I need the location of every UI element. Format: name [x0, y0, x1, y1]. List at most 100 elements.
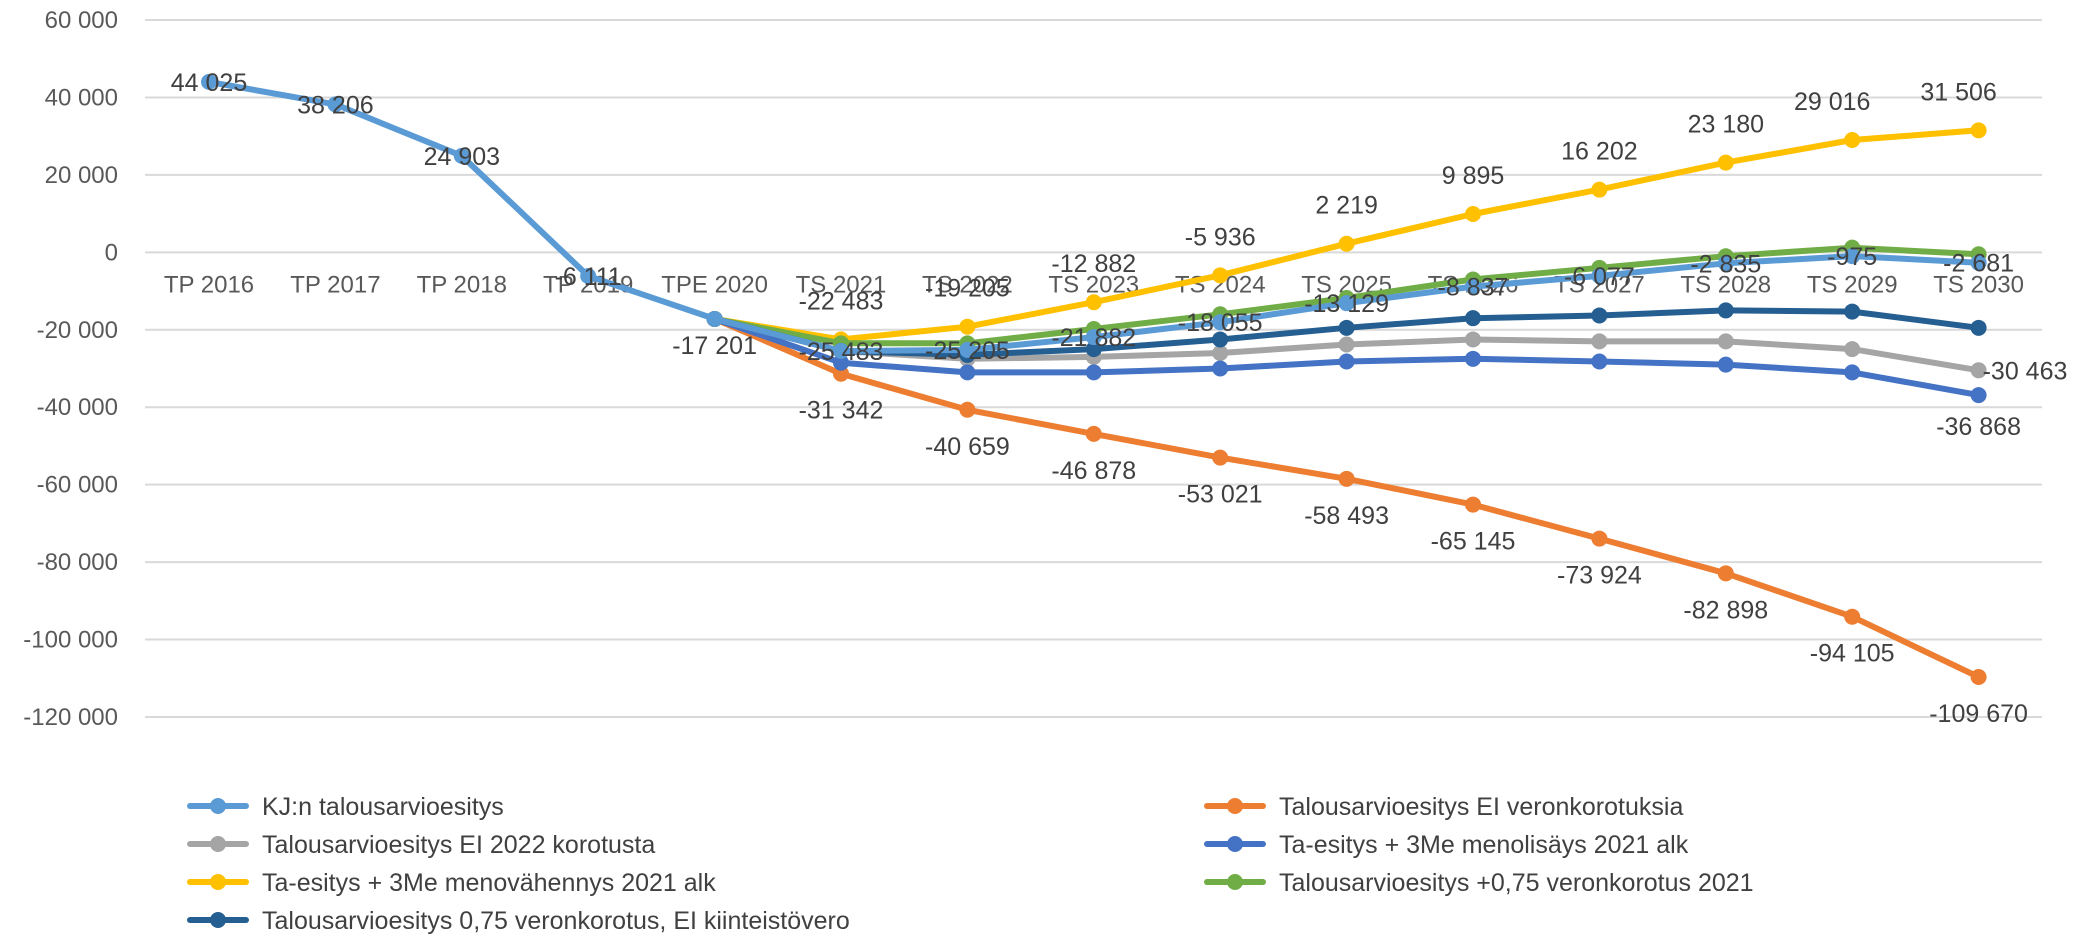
- data-point: [1212, 360, 1229, 377]
- data-point: [959, 318, 976, 335]
- data-label: -73 924: [1557, 562, 1642, 590]
- data-point: [1212, 449, 1229, 466]
- data-label: -22 483: [799, 287, 884, 315]
- data-point: [1465, 331, 1481, 348]
- data-point: [1717, 154, 1734, 171]
- data-point: [1591, 267, 1608, 284]
- data-label: 23 180: [1688, 111, 1764, 139]
- data-point: [1338, 295, 1355, 312]
- x-tick-label: TP 2017: [290, 271, 380, 298]
- data-label: -18 055: [1178, 309, 1263, 337]
- x-tick-label: TP 2018: [417, 271, 507, 298]
- data-label: -5 936: [1185, 223, 1256, 251]
- data-point: [1338, 470, 1355, 487]
- x-tick-label: TP 2016: [164, 271, 254, 298]
- data-label: -17 201: [672, 332, 757, 360]
- data-point: [1970, 668, 1987, 685]
- data-point: [201, 73, 217, 90]
- data-point: [1591, 353, 1608, 370]
- data-label: -46 878: [1051, 457, 1136, 485]
- data-point: [706, 310, 723, 327]
- data-point: [1970, 122, 1987, 139]
- data-point: [959, 341, 976, 358]
- y-tick-label: 40 000: [45, 84, 118, 111]
- data-point: [453, 147, 470, 164]
- data-point: [1591, 333, 1608, 350]
- data-point: [1338, 353, 1355, 370]
- data-label: -12 882: [1051, 250, 1136, 278]
- data-label: 24 903: [424, 143, 500, 171]
- data-point: [1844, 341, 1861, 358]
- data-point: [1970, 387, 1987, 404]
- data-point: [833, 343, 849, 360]
- data-label: -109 670: [1929, 700, 2028, 728]
- x-tick-label: TPE 2020: [661, 271, 768, 298]
- data-point: [1085, 294, 1102, 311]
- data-label: -82 898: [1683, 596, 1768, 624]
- data-point: [1212, 267, 1229, 284]
- data-label: 31 506: [1920, 78, 1996, 106]
- data-point: [1085, 341, 1102, 358]
- series-lines: [201, 73, 1987, 685]
- data-label: -975: [1827, 243, 1877, 271]
- legend-label: KJ:n talousarvioesitys: [262, 793, 504, 821]
- data-point: [1212, 331, 1229, 348]
- data-label: -21 882: [1051, 324, 1136, 352]
- y-tick-label: -100 000: [23, 627, 118, 654]
- data-point: [580, 267, 597, 284]
- legend-item: Talousarvioesitys EI 2022 korotusta: [187, 831, 655, 859]
- data-point: [1717, 333, 1734, 350]
- data-point: [959, 401, 976, 418]
- data-label: -2 681: [1943, 250, 2014, 278]
- x-tick-label: TS 2028: [1680, 271, 1771, 298]
- data-label: 29 016: [1794, 88, 1870, 116]
- data-point: [1717, 302, 1734, 319]
- data-point: [1970, 319, 1987, 336]
- legend-label: Ta-esitys + 3Me menolisäys 2021 alk: [1279, 831, 1689, 859]
- y-tick-label: -20 000: [37, 317, 118, 344]
- legend-label: Talousarvioesitys 0,75 veronkorotus, EI …: [262, 907, 850, 935]
- data-point: [1338, 319, 1355, 336]
- data-label: -40 659: [925, 433, 1010, 461]
- legend-item: Talousarvioesitys EI veronkorotuksia: [1204, 793, 1683, 821]
- data-label: -2 835: [1690, 250, 1761, 278]
- data-label: -53 021: [1178, 481, 1263, 509]
- data-point: [1212, 314, 1229, 331]
- data-labels: 44 025 38 206 24 903 -6 111 -17 201 -25 483 -2…: [171, 69, 2068, 728]
- data-label: 38 206: [297, 91, 373, 119]
- data-point: [1591, 530, 1608, 547]
- x-tick-label: TS 2030: [1933, 271, 2024, 298]
- data-point: [1844, 608, 1861, 625]
- data-point: [1717, 356, 1734, 373]
- data-point: [1970, 362, 1987, 379]
- x-tick-label: TS 2029: [1807, 271, 1898, 298]
- data-label: -6 111: [555, 263, 622, 291]
- data-point: [1085, 364, 1102, 381]
- data-label: -13 129: [1304, 290, 1389, 318]
- data-point: [1591, 181, 1608, 198]
- data-point: [1465, 350, 1481, 367]
- data-point: [327, 96, 344, 113]
- x-tick-label: TS 2022: [922, 271, 1013, 298]
- data-label: -8 837: [1438, 274, 1509, 302]
- data-point: [1717, 565, 1734, 582]
- legend-label: Talousarvioesitys +0,75 veronkorotus 202…: [1279, 869, 1754, 897]
- data-point: [1970, 254, 1987, 271]
- data-label: 9 895: [1442, 162, 1505, 190]
- data-label: 44 025: [171, 69, 247, 97]
- data-point: [959, 364, 976, 381]
- data-point: [1844, 248, 1861, 265]
- data-point: [1591, 307, 1608, 324]
- data-point: [1844, 364, 1861, 381]
- legend-item: Talousarvioesitys +0,75 veronkorotus 202…: [1204, 869, 1754, 897]
- y-tick-label: 0: [105, 239, 118, 266]
- data-point: [1465, 496, 1481, 513]
- data-label: 16 202: [1561, 138, 1637, 166]
- data-label: 2 219: [1315, 192, 1378, 220]
- data-point: [1085, 329, 1102, 346]
- data-label: -25 483: [799, 338, 884, 366]
- data-point: [1717, 255, 1734, 272]
- y-tick-label: -40 000: [37, 394, 118, 421]
- data-label: -65 145: [1431, 528, 1516, 556]
